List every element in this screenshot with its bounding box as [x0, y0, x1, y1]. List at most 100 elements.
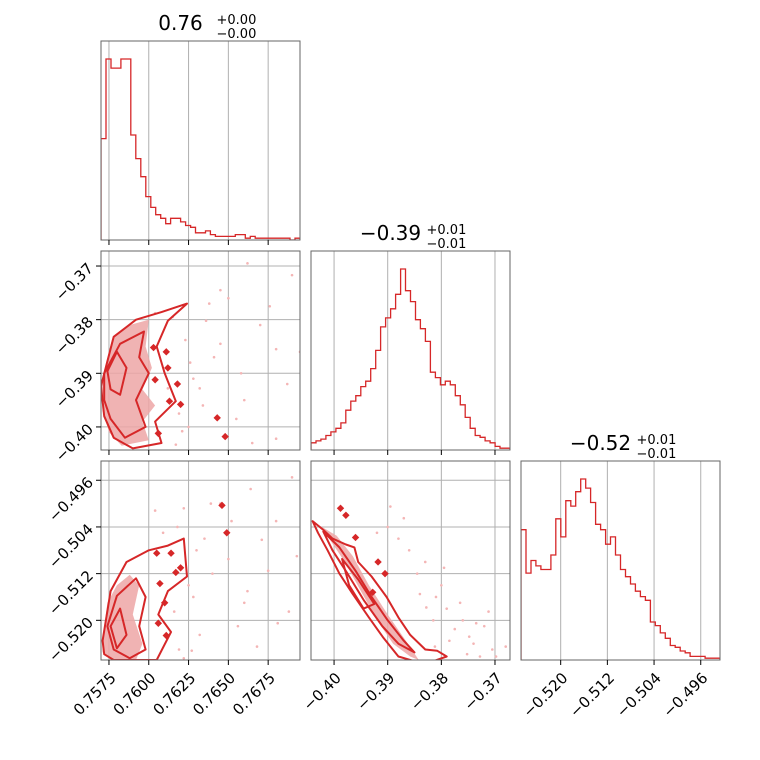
- sample-point: [418, 592, 422, 596]
- sample-point: [467, 635, 471, 638]
- sample-point: [239, 371, 243, 375]
- sample-point: [230, 519, 233, 523]
- contour-island: [218, 501, 226, 510]
- title-lower-0: −0.00: [217, 27, 257, 42]
- sample-point: [176, 525, 179, 529]
- sample-point: [472, 642, 475, 645]
- sample-point: [161, 531, 165, 535]
- sample-point: [242, 398, 246, 402]
- contour-island: [173, 380, 182, 388]
- histogram-panel-2: [521, 461, 720, 660]
- panel-title-0: 0.76: [158, 11, 203, 35]
- contour-line: [101, 302, 188, 450]
- histogram-step-2: [521, 478, 720, 660]
- contour-line: [106, 350, 128, 396]
- sample-point: [198, 387, 202, 390]
- sample-point: [250, 441, 254, 445]
- sample-point: [490, 648, 494, 651]
- sample-point: [255, 645, 259, 648]
- sample-point: [494, 655, 498, 658]
- title-lower-1: −0.01: [427, 237, 467, 252]
- sample-point: [192, 377, 195, 380]
- contour-island: [221, 432, 229, 441]
- contour-island: [160, 599, 169, 607]
- sample-point: [425, 606, 428, 609]
- sample-point: [188, 361, 192, 364]
- sample-point: [219, 342, 222, 346]
- sample-point: [177, 412, 181, 415]
- sample-point: [190, 649, 194, 652]
- tick-label-x: −0.39: [353, 669, 398, 714]
- panel-title-2: −0.52: [570, 431, 631, 455]
- contour-island: [172, 568, 180, 577]
- tick-label-x: 0.7600: [110, 669, 160, 719]
- tick-label-x: −0.38: [407, 669, 452, 714]
- tick-label-y: −0.40: [52, 420, 97, 465]
- tick-label-y: −0.504: [45, 520, 97, 572]
- sample-point: [260, 538, 264, 542]
- tick-label-y: −0.496: [45, 474, 97, 526]
- sample-point: [195, 548, 198, 552]
- sample-point: [402, 516, 406, 520]
- sample-point: [268, 304, 272, 308]
- contour-island: [167, 549, 175, 557]
- contour-island: [165, 397, 174, 405]
- tick-label-x: −0.504: [613, 669, 665, 721]
- contour-island: [162, 348, 170, 356]
- sample-point: [442, 566, 446, 570]
- tick-label-x: 0.7625: [149, 669, 199, 719]
- contour-island: [176, 400, 185, 409]
- sample-point: [407, 548, 411, 552]
- title-upper-2: +0.01: [637, 433, 677, 448]
- sample-point: [478, 655, 482, 658]
- tick-label-x: 0.7575: [70, 669, 120, 719]
- sample-point: [219, 288, 222, 292]
- sample-point: [266, 569, 270, 573]
- sample-point: [434, 595, 438, 599]
- sample-point: [397, 537, 400, 540]
- sample-point: [187, 425, 190, 429]
- sample-point: [295, 554, 299, 558]
- contour-island: [213, 414, 221, 422]
- panel-frame: [100, 250, 301, 451]
- sample-point: [182, 506, 186, 510]
- sample-point: [448, 639, 451, 643]
- sample-point: [236, 624, 240, 628]
- contour-island: [149, 343, 158, 352]
- sample-point: [445, 607, 449, 610]
- histogram-step-1: [311, 268, 510, 450]
- sample-point: [227, 296, 230, 300]
- sample-point: [482, 624, 486, 628]
- tick-label-y: −0.512: [45, 567, 97, 619]
- contour-line: [341, 558, 376, 610]
- panel-frame: [310, 250, 511, 451]
- panel-frame: [100, 40, 301, 241]
- sample-point: [276, 621, 280, 625]
- tick-label-y: −0.39: [52, 367, 97, 412]
- tick-label-x: −0.512: [566, 669, 618, 721]
- sample-point: [211, 572, 214, 575]
- sample-point: [242, 601, 246, 605]
- sample-point: [235, 417, 238, 421]
- tick-label-y: −0.37: [52, 259, 97, 304]
- tick-label-x: −0.37: [460, 669, 505, 714]
- contour-island: [381, 569, 389, 578]
- tick-label-y: −0.520: [45, 614, 97, 666]
- tick-label-x: −0.496: [660, 669, 712, 721]
- sample-point: [174, 443, 178, 446]
- contour-island: [156, 579, 164, 588]
- contour-line: [322, 530, 416, 654]
- contour-line: [101, 537, 188, 660]
- panel-title-1: −0.39: [360, 221, 421, 245]
- panel-frame: [100, 460, 301, 661]
- sample-point: [166, 387, 170, 390]
- histogram-panel-1: [311, 251, 510, 450]
- panel-frame: [520, 460, 721, 661]
- tick-label-x: −0.40: [300, 669, 345, 714]
- sample-point: [182, 656, 186, 660]
- histogram-panel-0: [101, 41, 300, 240]
- sample-point: [212, 355, 216, 359]
- sample-point: [474, 621, 478, 625]
- sample-point: [453, 627, 457, 631]
- sample-point: [415, 572, 419, 575]
